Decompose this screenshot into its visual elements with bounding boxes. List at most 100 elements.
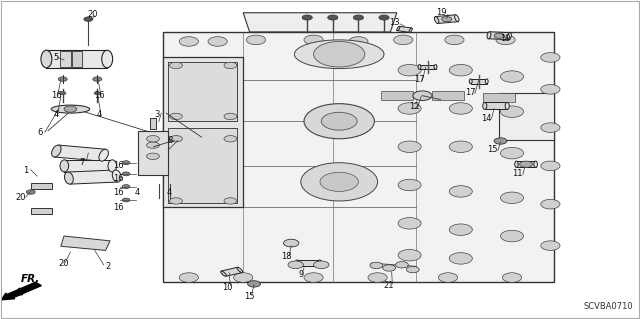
Bar bbox=[397, 26, 412, 32]
Circle shape bbox=[541, 241, 560, 250]
Text: 20: 20 bbox=[59, 259, 69, 268]
Circle shape bbox=[224, 62, 237, 69]
Ellipse shape bbox=[295, 260, 300, 266]
Text: 15: 15 bbox=[488, 145, 498, 154]
Text: 19: 19 bbox=[500, 34, 511, 43]
Circle shape bbox=[284, 239, 299, 247]
Bar bbox=[483, 93, 515, 102]
Ellipse shape bbox=[60, 160, 68, 172]
Circle shape bbox=[304, 273, 323, 282]
Circle shape bbox=[122, 198, 130, 202]
Circle shape bbox=[304, 35, 323, 45]
Polygon shape bbox=[31, 183, 52, 189]
Ellipse shape bbox=[112, 170, 121, 182]
Bar bbox=[420, 64, 436, 69]
Ellipse shape bbox=[108, 160, 116, 172]
Text: 20: 20 bbox=[16, 193, 26, 202]
Text: 16: 16 bbox=[51, 91, 61, 100]
Circle shape bbox=[304, 104, 374, 139]
Circle shape bbox=[449, 141, 472, 152]
Bar bbox=[435, 15, 458, 24]
Circle shape bbox=[541, 85, 560, 94]
Bar bbox=[221, 267, 242, 276]
Circle shape bbox=[224, 198, 237, 204]
Circle shape bbox=[94, 92, 100, 95]
Circle shape bbox=[248, 281, 260, 287]
Text: 20: 20 bbox=[88, 10, 98, 19]
Circle shape bbox=[398, 103, 421, 114]
Circle shape bbox=[321, 112, 357, 130]
Circle shape bbox=[122, 172, 130, 176]
Text: 17: 17 bbox=[414, 75, 424, 84]
Ellipse shape bbox=[409, 28, 412, 32]
Ellipse shape bbox=[487, 32, 491, 39]
Circle shape bbox=[396, 262, 408, 268]
Circle shape bbox=[398, 64, 421, 76]
Circle shape bbox=[320, 172, 358, 191]
Ellipse shape bbox=[435, 17, 439, 24]
Circle shape bbox=[502, 273, 522, 282]
Circle shape bbox=[328, 15, 338, 20]
Ellipse shape bbox=[418, 64, 421, 70]
Polygon shape bbox=[243, 13, 397, 32]
Ellipse shape bbox=[485, 79, 488, 84]
Text: 17: 17 bbox=[465, 88, 476, 97]
Circle shape bbox=[170, 198, 182, 204]
Bar bbox=[381, 91, 413, 100]
Circle shape bbox=[353, 15, 364, 20]
Circle shape bbox=[541, 123, 560, 132]
Circle shape bbox=[398, 179, 421, 191]
Circle shape bbox=[170, 62, 182, 69]
Text: FR.: FR. bbox=[21, 274, 40, 284]
Text: 16: 16 bbox=[113, 161, 124, 170]
Ellipse shape bbox=[294, 40, 384, 69]
Text: 8: 8 bbox=[167, 136, 172, 145]
Text: 10: 10 bbox=[222, 283, 232, 292]
Circle shape bbox=[541, 161, 560, 171]
Text: 1: 1 bbox=[23, 166, 28, 175]
Circle shape bbox=[500, 71, 524, 82]
Circle shape bbox=[496, 35, 515, 45]
Bar bbox=[68, 170, 118, 184]
Circle shape bbox=[84, 17, 93, 21]
Ellipse shape bbox=[505, 102, 509, 109]
Ellipse shape bbox=[221, 271, 227, 276]
Circle shape bbox=[234, 273, 253, 282]
Circle shape bbox=[500, 192, 524, 204]
Bar bbox=[150, 118, 156, 129]
Polygon shape bbox=[163, 57, 243, 207]
Ellipse shape bbox=[237, 267, 243, 272]
Circle shape bbox=[500, 230, 524, 242]
Circle shape bbox=[442, 17, 452, 22]
Text: 19: 19 bbox=[436, 8, 447, 17]
Bar bbox=[65, 160, 113, 172]
Text: 4: 4 bbox=[54, 110, 59, 119]
Circle shape bbox=[398, 249, 421, 261]
Ellipse shape bbox=[65, 172, 74, 184]
Ellipse shape bbox=[515, 161, 518, 167]
Ellipse shape bbox=[469, 79, 472, 84]
Bar bbox=[168, 62, 237, 121]
Circle shape bbox=[179, 37, 198, 46]
Circle shape bbox=[520, 161, 532, 167]
Circle shape bbox=[288, 261, 303, 269]
Circle shape bbox=[406, 266, 419, 273]
Ellipse shape bbox=[454, 15, 459, 22]
Bar bbox=[46, 50, 107, 68]
Circle shape bbox=[368, 273, 387, 282]
Ellipse shape bbox=[102, 50, 113, 68]
Ellipse shape bbox=[508, 33, 511, 40]
Circle shape bbox=[494, 33, 504, 38]
Circle shape bbox=[314, 261, 329, 269]
Circle shape bbox=[302, 15, 312, 20]
Text: SCVBA0710: SCVBA0710 bbox=[584, 302, 634, 311]
Circle shape bbox=[541, 53, 560, 62]
Circle shape bbox=[438, 273, 458, 282]
Circle shape bbox=[449, 224, 472, 235]
Bar bbox=[168, 128, 237, 203]
Circle shape bbox=[179, 273, 198, 282]
Circle shape bbox=[398, 218, 421, 229]
Ellipse shape bbox=[534, 161, 538, 167]
Circle shape bbox=[445, 35, 464, 45]
Polygon shape bbox=[499, 93, 554, 140]
